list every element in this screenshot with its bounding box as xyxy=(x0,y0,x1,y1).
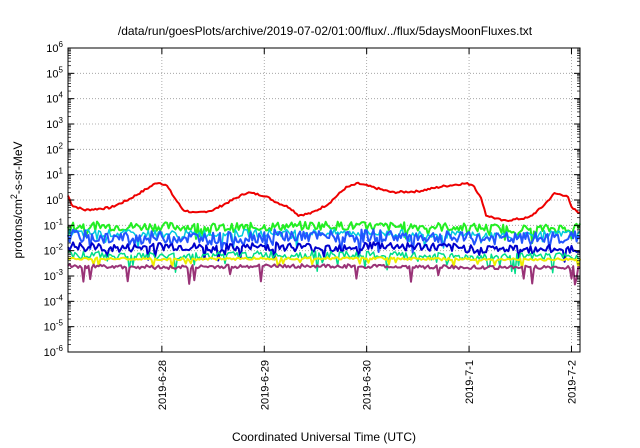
x-tick-label: 2019-7-2 xyxy=(566,360,578,404)
series-line-1 xyxy=(67,220,581,244)
series-group xyxy=(67,181,581,286)
x-axis-label: Coordinated Universal Time (UTC) xyxy=(232,430,416,444)
y-axis-label: protons/cm2-s-sr-MeV xyxy=(9,141,25,258)
y-tick-label: 101 xyxy=(46,167,63,182)
x-tick-label: 2019-6-29 xyxy=(259,360,271,410)
series-line-4 xyxy=(67,241,581,263)
x-tick-label: 2019-6-28 xyxy=(157,360,169,410)
y-tick-label: 10-1 xyxy=(44,217,64,232)
y-tick-label: 10-3 xyxy=(44,268,64,283)
y-tick-label: 10-5 xyxy=(44,319,64,334)
y-tick-label: 104 xyxy=(46,91,63,106)
y-tick-label: 102 xyxy=(46,141,63,156)
series-line-3 xyxy=(67,228,581,255)
y-tick-label: 10-6 xyxy=(44,344,64,359)
chart-title: /data/run/goesPlots/archive/2019-07-02/0… xyxy=(118,24,533,38)
x-axis-ticks: 2019-6-28 2019-6-29 2019-6-30 2019-7-1 2019-… xyxy=(157,48,578,410)
x-tick-label: 2019-7-1 xyxy=(464,360,476,404)
grid xyxy=(68,48,580,352)
y-tick-label: 105 xyxy=(46,65,63,80)
series-line-7 xyxy=(67,263,581,286)
series-line-0 xyxy=(67,181,581,223)
y-axis-ticks: 10-6 10-5 10-4 10-3 10-2 10-1 100 101 102 103 104 1… xyxy=(44,40,580,359)
y-tick-label: 106 xyxy=(46,40,63,55)
y-tick-label: 10-2 xyxy=(44,243,64,258)
y-tick-label: 100 xyxy=(46,192,63,207)
y-tick-label: 103 xyxy=(46,116,63,131)
x-tick-label: 2019-6-30 xyxy=(362,360,374,410)
y-tick-label: 10-4 xyxy=(44,293,64,308)
